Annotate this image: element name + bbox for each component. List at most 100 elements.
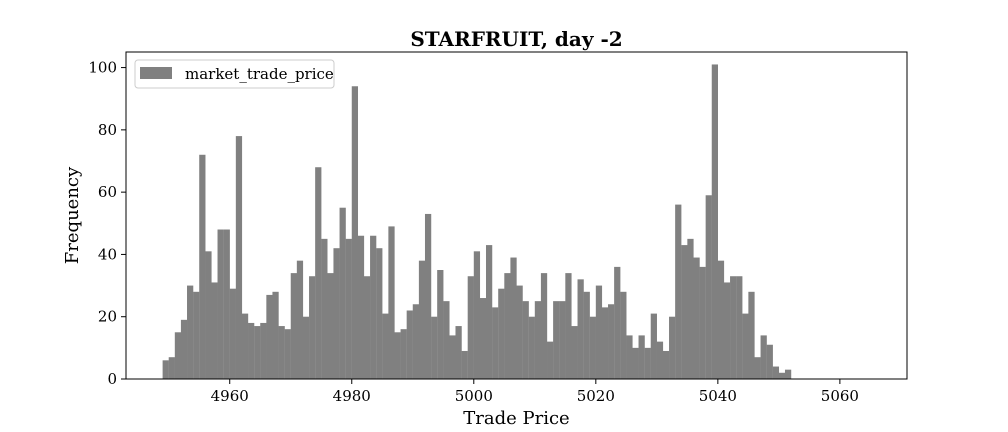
histogram-bar [565, 273, 572, 379]
histogram-bar [424, 213, 432, 379]
histogram-bar [766, 344, 773, 379]
histogram-bar [217, 229, 224, 379]
histogram-bar [559, 301, 566, 379]
histogram-bar [199, 154, 206, 379]
histogram-bar [162, 360, 169, 379]
histogram-bar [437, 270, 444, 379]
histogram-bar [669, 316, 676, 379]
histogram-bar [638, 335, 645, 379]
histogram-bar [363, 276, 371, 379]
x-tick-label: 5020 [577, 387, 615, 405]
histogram-bar [443, 301, 450, 379]
histogram-bar [254, 326, 261, 379]
y-tick-label: 40 [98, 245, 117, 263]
histogram-bar [681, 245, 688, 379]
histogram-bar [748, 291, 755, 379]
histogram-bar [479, 298, 487, 379]
histogram-bar [540, 273, 548, 379]
histogram-bar [699, 266, 706, 379]
histogram-bar [589, 316, 596, 379]
histogram-bar [412, 304, 420, 379]
histogram-bar [620, 291, 627, 379]
x-axis-label: Trade Price [463, 408, 569, 429]
histogram-bar [382, 313, 389, 379]
histogram-bar [656, 341, 664, 379]
histogram-bar [608, 304, 615, 379]
legend-box [134, 59, 335, 89]
histogram-bar [290, 273, 297, 379]
histogram-bar [711, 64, 718, 380]
histogram-bar [193, 291, 200, 379]
histogram-bar [632, 347, 639, 379]
histogram-bar [266, 294, 273, 379]
histogram-bar [717, 260, 725, 379]
histogram-bar [327, 273, 334, 379]
plot-area-frame [125, 51, 908, 380]
histogram-bar [248, 322, 255, 379]
histogram-bar [650, 313, 657, 379]
histogram-bar [687, 238, 694, 379]
histogram-bar [370, 235, 377, 379]
histogram-bar [778, 372, 786, 379]
x-tick-label: 5000 [455, 387, 493, 405]
histogram-bar [272, 291, 279, 379]
histogram-bar [626, 335, 633, 379]
histogram-bar [730, 276, 737, 379]
histogram-bar [736, 276, 743, 379]
legend: market_trade_price [134, 59, 335, 89]
y-axis-ticks: 0 20 40 60 80 100 [88, 59, 126, 388]
histogram-bar [760, 335, 767, 379]
histogram-bar [211, 282, 218, 379]
histogram-bar [400, 329, 407, 379]
histogram-bar [235, 136, 243, 379]
histogram-bar [296, 260, 304, 379]
y-tick-label: 60 [98, 183, 117, 201]
histogram-bar [315, 167, 322, 379]
histogram-bar [187, 285, 194, 379]
histogram-bar [174, 332, 182, 379]
histogram-bar [492, 307, 499, 379]
histogram-bar [357, 235, 365, 379]
y-tick-label: 100 [88, 59, 117, 77]
histogram-bar [723, 282, 731, 379]
histogram-bar [577, 279, 584, 379]
histogram-bar [644, 347, 651, 379]
histogram-bar [229, 288, 236, 379]
histogram-bar [772, 366, 780, 379]
histogram-bar [467, 276, 474, 379]
histogram-bar [205, 251, 212, 379]
histogram-bar [473, 251, 481, 379]
histogram-bar [321, 238, 328, 379]
histogram-bar [754, 357, 761, 379]
x-tick-label: 5060 [821, 387, 859, 405]
histogram-bar [431, 316, 438, 379]
histogram-bar [547, 341, 554, 379]
histogram-bar [614, 266, 621, 379]
histogram-bar [522, 301, 529, 379]
x-tick-label: 5040 [699, 387, 737, 405]
histogram-bar [510, 257, 517, 379]
histogram-bar [418, 260, 426, 379]
histogram-bar [241, 313, 249, 379]
x-tick-label: 4980 [333, 387, 371, 405]
histogram-bar [260, 322, 267, 379]
histogram-bar [180, 319, 188, 379]
histogram-bar [498, 288, 505, 379]
histogram-bar [284, 329, 291, 379]
histogram-bar [705, 195, 712, 379]
legend-swatch [140, 67, 172, 79]
histogram-bar [571, 326, 578, 379]
histogram-bar [693, 257, 700, 379]
x-tick-label: 4960 [211, 387, 249, 405]
histogram-bar [376, 248, 383, 379]
histogram-bar [595, 285, 603, 379]
histogram-bar [345, 238, 352, 379]
histogram-bar [388, 226, 395, 379]
histogram-bar [528, 316, 535, 379]
histogram-bar [333, 248, 340, 379]
y-tick-label: 80 [98, 121, 117, 139]
histogram-bar [675, 204, 682, 379]
histogram-bar [302, 316, 310, 379]
histogram-bar [351, 86, 359, 379]
histogram-bar [516, 285, 523, 379]
